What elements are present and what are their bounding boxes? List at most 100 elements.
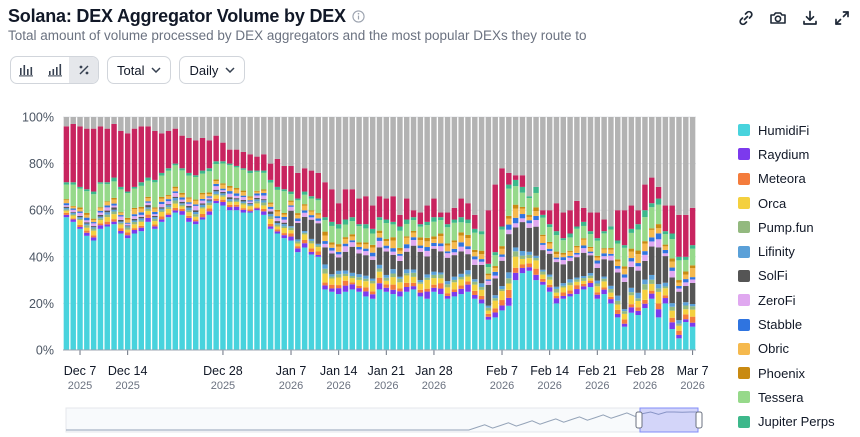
legend-item[interactable]: Jupiter Perps [738,410,835,434]
bar-segment [635,250,641,255]
x-tick-year: 2025 [68,380,92,392]
bar-segment [404,251,410,270]
legend-item[interactable]: Lifinity [738,239,835,263]
bar-segment [512,227,519,248]
camera-icon[interactable] [768,8,788,28]
bar-segment [662,231,669,235]
bar-segment [97,212,104,215]
bar-segment [669,306,675,311]
bar-segment [165,208,172,214]
stacked-bar-icon[interactable] [40,57,69,83]
bar-segment [410,237,417,240]
interval-dropdown[interactable]: Daily [179,56,246,84]
bar-segment [322,220,328,232]
bar-segment [199,214,206,218]
bar-segment [261,172,267,190]
bar-segment [63,182,70,185]
bar-segment [472,294,478,299]
bar-segment [131,221,138,225]
bar-segment [165,205,172,208]
bar-segment [179,204,185,207]
bar-segment [492,317,498,350]
bar-segment [376,217,383,221]
bar-segment [193,140,199,176]
bar-segment [526,223,532,228]
bar-segment [383,117,390,199]
bar-segment [186,175,192,198]
bar-segment [506,215,512,219]
bar-segment [274,224,281,227]
legend-item[interactable]: Phoenix [738,361,835,385]
expand-icon[interactable] [832,8,852,28]
bar-segment [220,199,226,202]
bar-segment [179,206,185,209]
bar-segment [438,243,444,247]
link-icon[interactable] [736,8,756,28]
bar-segment [621,247,628,267]
legend-item[interactable]: Orca [738,191,835,215]
x-tick-label: Dec 28 [203,364,243,378]
bar-segment [84,223,90,226]
legend-item[interactable]: ZeroFi [738,288,835,312]
bar-segment [165,217,172,350]
bar-segment [526,220,532,224]
bar-segment [247,206,253,210]
legend-item[interactable]: Stabble [738,312,835,336]
bar-segment [138,214,144,217]
bar-segment [233,200,240,202]
bar-segment [158,198,165,202]
bar-segment [424,277,430,280]
bar-segment [635,254,641,264]
bar-segment [560,254,566,258]
bar-segment [417,292,424,297]
bar-segment [308,210,315,212]
bar-segment [655,288,662,292]
legend-item[interactable]: Pump.fun [738,215,835,239]
legend-item[interactable]: Raydium [738,142,835,166]
bar-segment [227,210,233,350]
bar-segment [492,300,498,309]
bar-segment [118,224,124,229]
bar-segment [77,188,83,208]
bar-segment [363,275,369,279]
bar-segment [138,126,144,183]
bar-segment [540,210,546,215]
bar-segment [472,298,478,350]
info-icon[interactable] [352,10,365,23]
bar-segment [574,285,580,290]
legend-item[interactable]: Meteora [738,167,835,191]
x-tick-label: Jan 7 [276,364,307,378]
bar-segment [424,250,430,257]
bar-segment [410,117,417,211]
bar-segment [533,258,539,261]
bar-segment [431,217,437,222]
bar-segment [594,280,601,284]
bar-segment [322,235,328,242]
bar-segment [512,256,519,268]
bar-segment [179,170,185,193]
bar-segment [560,264,566,284]
legend-item[interactable]: Obric [738,337,835,361]
bar-segment [512,179,519,187]
legend-item[interactable]: SolFi [738,264,835,288]
legend-item[interactable]: HumidiFi [738,118,835,142]
bar-segment [390,224,396,238]
bar-segment [472,117,478,215]
bar-chart-icon[interactable] [11,57,40,83]
bar-segment [281,165,287,190]
metric-dropdown[interactable]: Total [107,56,172,84]
bar-segment [295,221,301,223]
bar-segment [608,296,614,300]
download-icon[interactable] [800,8,820,28]
bar-segment [213,189,219,192]
percent-icon[interactable] [69,57,98,83]
legend-label: Orca [758,195,787,211]
bar-segment [649,229,655,238]
bar-segment [642,299,648,304]
legend-item[interactable]: Tessera [738,385,835,409]
bar-segment [574,289,580,295]
bar-segment [587,253,594,256]
bar-segment [383,284,390,288]
bar-segment [206,168,213,172]
bar-segment [281,212,287,215]
